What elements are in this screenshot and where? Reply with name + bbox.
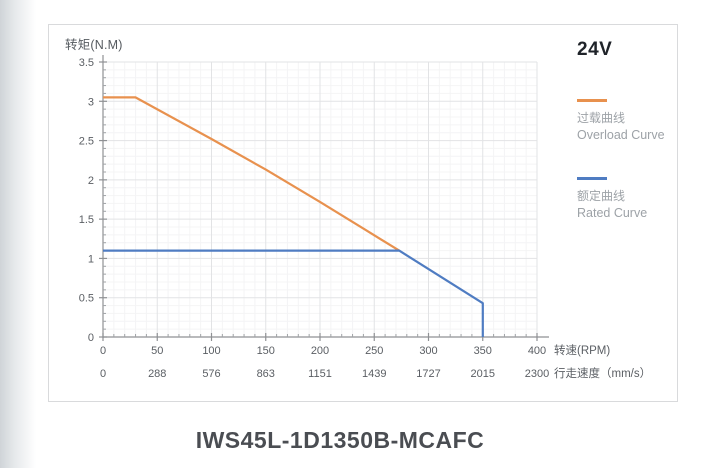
tick-label: 1439	[362, 368, 386, 380]
legend-item: 额定曲线 Rated Curve	[577, 177, 675, 222]
tick-label: 350	[474, 345, 492, 357]
tick-label: 3	[88, 96, 94, 108]
legend-label-zh: 过载曲线	[577, 111, 626, 125]
tick-label: 1727	[416, 368, 440, 380]
tick-label: 250	[365, 345, 383, 357]
tick-label: 行走速度（mm/s）	[554, 366, 651, 380]
tick-label: 3.5	[79, 57, 94, 69]
tick-label: 2300	[525, 368, 549, 380]
legend-label-zh: 额定曲线	[577, 189, 626, 203]
overload-curve-line	[103, 96, 400, 252]
page-edge-gradient	[0, 0, 36, 468]
tick-label: 200	[311, 345, 329, 357]
tick-label: 400	[528, 345, 546, 357]
tick-label: 2.5	[79, 136, 94, 148]
tick-label: 1	[88, 253, 94, 265]
tick-label: 1151	[308, 368, 332, 380]
legend-items: 过载曲线 Overload Curve 额定曲线 Rated Curve	[577, 99, 675, 222]
torque-chart-panel: 0 50 100 150 200 250 300 350 400 0 288 576 863 1151 14…	[48, 24, 678, 402]
chart-legend: 24V 过载曲线 Overload Curve 额定曲线 Rated Curve	[577, 39, 675, 255]
tick-label: 0	[100, 368, 106, 380]
tick-label: 288	[148, 368, 166, 380]
legend-item: 过载曲线 Overload Curve	[577, 99, 675, 144]
tick-label: 0	[100, 345, 106, 357]
tick-label: 863	[257, 368, 275, 380]
tick-label: 1.5	[79, 214, 94, 226]
legend-line-swatch	[577, 99, 607, 102]
legend-label-en: Overload Curve	[577, 128, 665, 142]
tick-label: 2	[88, 175, 94, 187]
tick-label: 2015	[471, 368, 495, 380]
tick-label: 50	[151, 345, 163, 357]
tick-label: 转速(RPM)	[554, 343, 610, 357]
tick-label: 576	[202, 368, 220, 380]
tick-label: 300	[419, 345, 437, 357]
legend-label-en: Rated Curve	[577, 206, 648, 220]
rated-curve-line	[103, 249, 484, 337]
tick-label: 0.5	[79, 293, 94, 305]
tick-label: 150	[257, 345, 275, 357]
torque-speed-chart: 0 50 100 150 200 250 300 350 400 0 288 576 863 1151 14…	[79, 55, 651, 380]
tick-label: 0	[88, 332, 94, 344]
model-number-title: IWS45L-1D1350B-MCAFC	[195, 427, 485, 453]
tick-label: 100	[202, 345, 220, 357]
voltage-label: 24V	[577, 39, 613, 60]
y-axis-title: 转矩(N.M)	[65, 38, 123, 52]
legend-line-swatch	[577, 177, 607, 180]
